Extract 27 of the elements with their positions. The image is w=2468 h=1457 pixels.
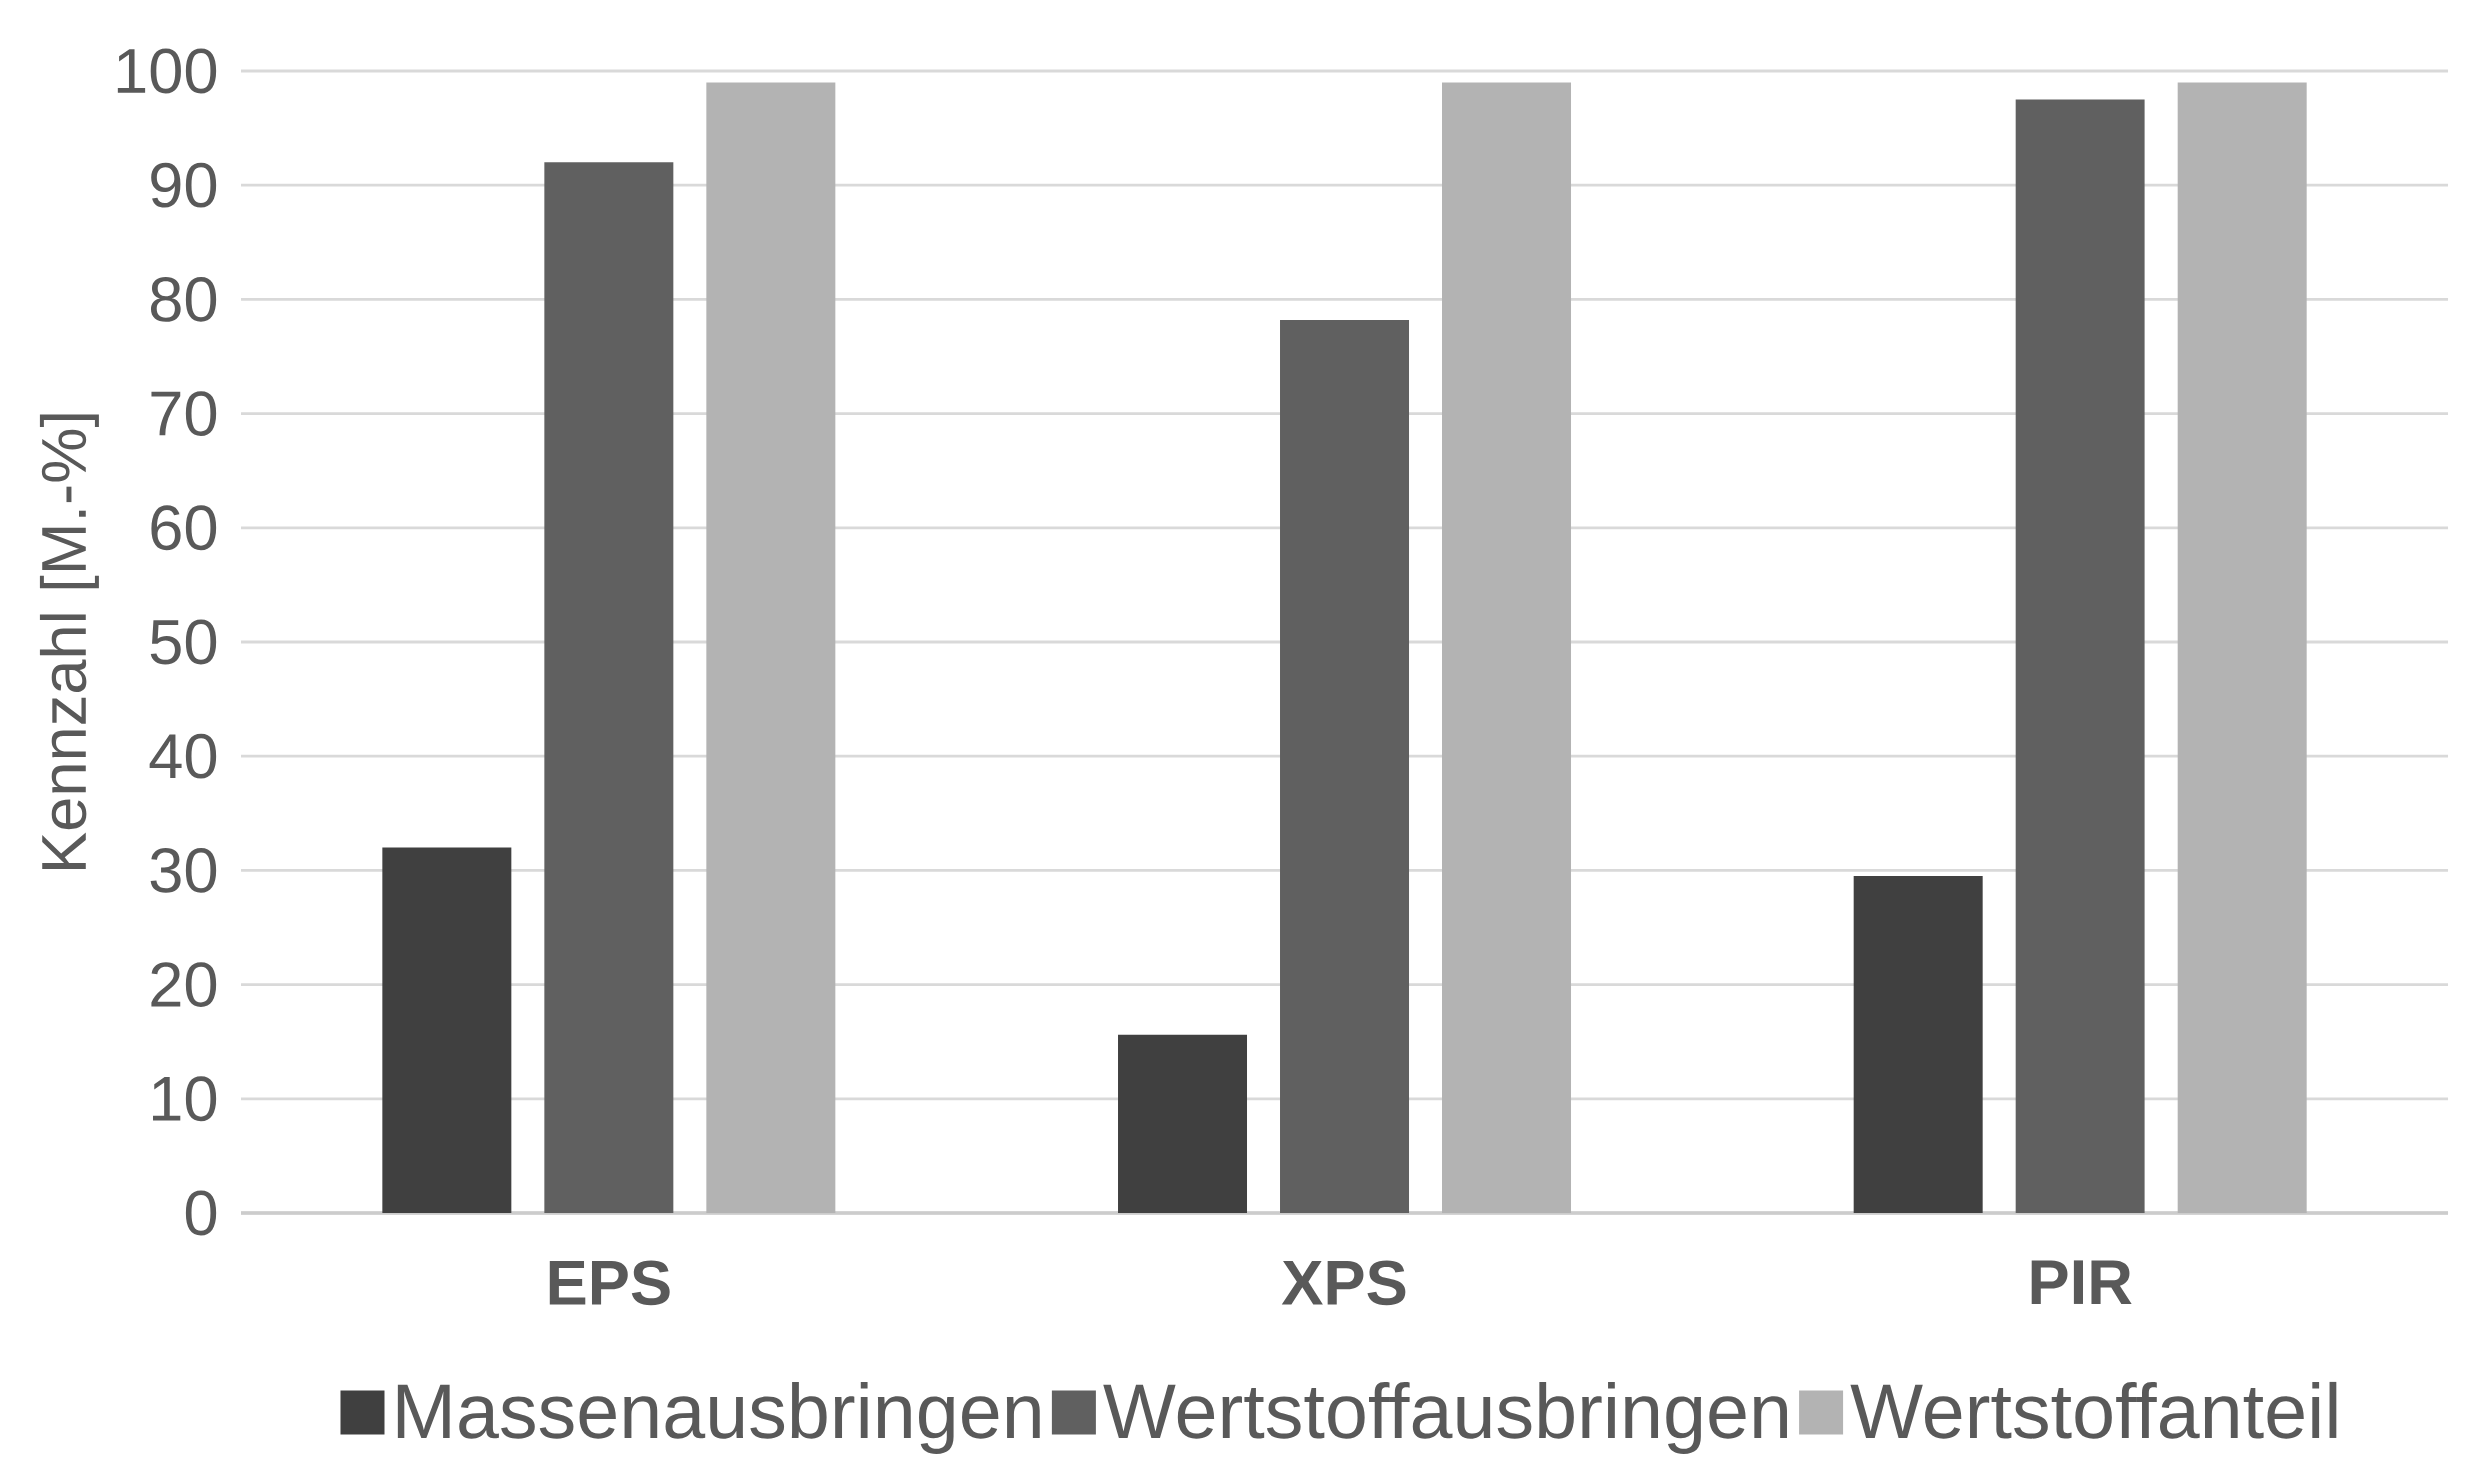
legend-label: Wertstoffausbringen — [1103, 1381, 1787, 1454]
bar — [1442, 82, 1572, 1213]
bar — [2177, 82, 2307, 1213]
y-axis-title: Kennzahl [M.-%] — [39, 414, 99, 869]
x-tick-label: EPS — [549, 1260, 670, 1306]
y-tick-label: 50 — [150, 619, 217, 665]
y-tick-label: 20 — [151, 962, 217, 1007]
y-tick-label: 60 — [151, 505, 217, 551]
y-tick-label: 80 — [150, 276, 217, 322]
y-tick-label: 40 — [149, 733, 217, 779]
y-tick-label: 100 — [117, 48, 217, 94]
bar — [2015, 99, 2145, 1213]
x-tick-label: XPS — [1281, 1260, 1406, 1306]
bar — [382, 847, 512, 1213]
bar — [1118, 1034, 1248, 1213]
bar — [706, 82, 836, 1213]
y-tick-label: 90 — [151, 162, 217, 208]
y-tick-label: 30 — [150, 847, 217, 893]
x-tick-label: PIR — [2031, 1260, 2132, 1304]
y-tick-label: 10 — [153, 1076, 217, 1122]
bar — [1853, 875, 1983, 1213]
y-tick-label: 70 — [151, 391, 217, 436]
y-tick-label: 0 — [185, 1190, 217, 1236]
legend-label: Massenausbringen — [397, 1381, 1040, 1454]
bar — [544, 162, 674, 1213]
legend-label: Wertstoffanteil — [1850, 1381, 2337, 1439]
bar — [1280, 319, 1410, 1213]
